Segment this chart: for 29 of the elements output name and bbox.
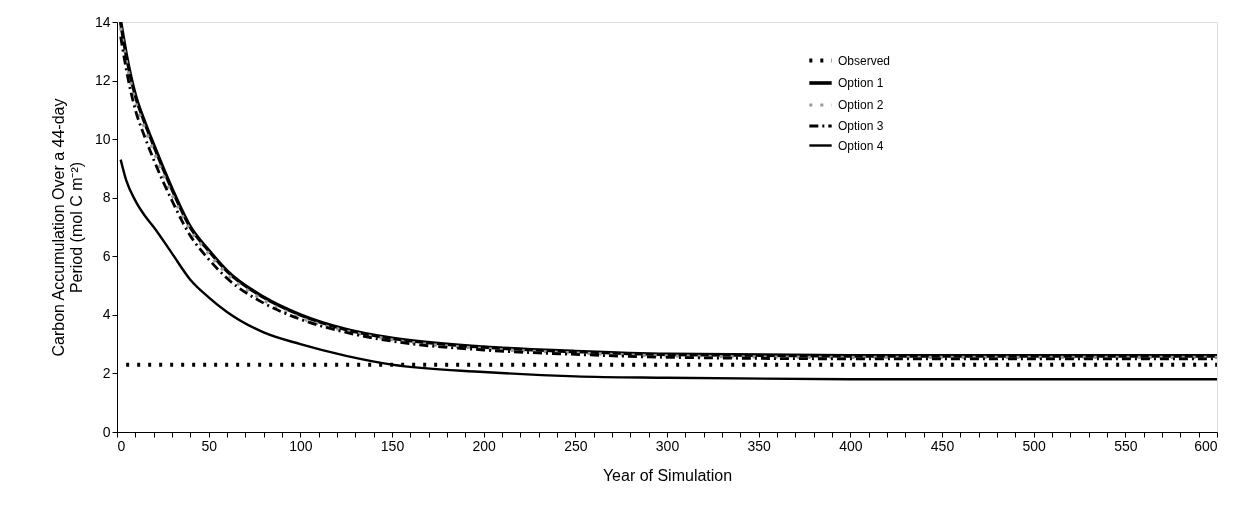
legend-label: Observed xyxy=(838,53,891,68)
y-tick-label: 0 xyxy=(102,423,111,440)
y-tick-label: 12 xyxy=(94,72,111,89)
legend-label: Option 1 xyxy=(838,76,884,90)
y-tick-label: 8 xyxy=(102,189,111,206)
line-series xyxy=(119,158,1217,381)
y-tick-label: 10 xyxy=(94,130,111,147)
x-tick-label: 450 xyxy=(930,437,955,454)
x-tick-label: 400 xyxy=(839,437,863,454)
x-tick-label: 500 xyxy=(1022,437,1047,454)
y-tick-label: 4 xyxy=(102,306,111,323)
legend-label: Option 3 xyxy=(838,119,884,133)
x-tick-label: 200 xyxy=(472,437,497,454)
x-tick-label: 50 xyxy=(201,437,218,454)
x-tick-label: 0 xyxy=(117,437,126,454)
x-tick-label: 600 xyxy=(1194,437,1218,454)
y-tick-label: 2 xyxy=(102,364,111,381)
x-tick-label: 350 xyxy=(747,437,772,454)
legend-label: Option 2 xyxy=(838,98,884,112)
x-axis-title: Year of Simulation xyxy=(602,466,733,484)
x-tick-label: 550 xyxy=(1114,437,1138,454)
y-tick-label: 6 xyxy=(102,247,111,264)
y-axis-title: Carbon Accumulation Over a 44-day Period (mol C m⁻²) xyxy=(49,98,85,357)
x-tick-label: 250 xyxy=(564,437,588,454)
y-tick-label: 14 xyxy=(94,13,111,30)
legend-label: Option 4 xyxy=(838,138,884,153)
x-tick-label: 300 xyxy=(655,437,680,454)
x-tick-label: 150 xyxy=(380,437,405,454)
x-tick-label: 100 xyxy=(289,437,313,454)
